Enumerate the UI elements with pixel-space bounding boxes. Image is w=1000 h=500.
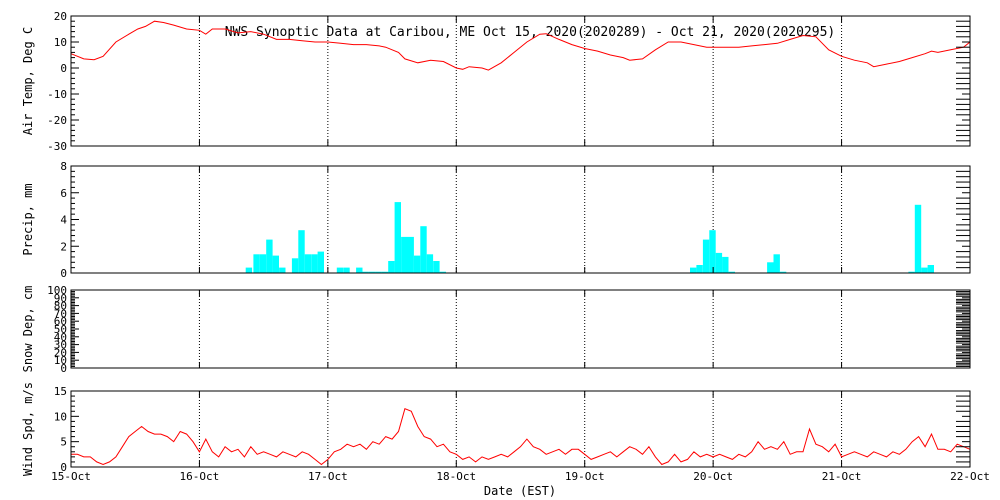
x-tick-label: 17-Oct xyxy=(308,470,348,483)
precip-bar xyxy=(722,256,729,273)
x-tick-label: 21-Oct xyxy=(822,470,862,483)
y-tick-label: -10 xyxy=(47,88,67,101)
y-tick-label: 10 xyxy=(54,410,67,423)
x-tick-label: 20-Oct xyxy=(693,470,733,483)
precip-bar xyxy=(779,271,787,273)
y-tick-label: -30 xyxy=(47,140,67,153)
wind-speed-line xyxy=(71,408,971,466)
x-tick-label: 18-Oct xyxy=(436,470,476,483)
precip-bar xyxy=(773,254,780,273)
precip-bar xyxy=(272,255,279,273)
precip-bar xyxy=(696,265,703,273)
y-tick-label: 15 xyxy=(54,385,67,398)
x-tick-label: 15-Oct xyxy=(51,470,91,483)
y-tick-label: 8 xyxy=(60,160,67,173)
precip-bar xyxy=(401,236,408,273)
y-tick-label: 100 xyxy=(47,284,67,297)
precip-bar xyxy=(426,254,434,273)
precip-bar xyxy=(245,267,253,273)
precip-bar xyxy=(266,239,273,273)
precip-bar xyxy=(690,267,697,273)
air-temp-line xyxy=(70,20,971,71)
y-tick-label: 10 xyxy=(54,36,67,49)
panel-precip: 0 2 4 6 8 Precip, mm xyxy=(21,160,971,280)
y-tick-label: 0 xyxy=(60,62,67,75)
y-tick-label: 70 xyxy=(54,307,67,320)
precip-bar xyxy=(298,230,305,273)
precip-bar xyxy=(728,271,735,273)
y-tick-label: 20 xyxy=(54,346,67,359)
y-tick-label: 5 xyxy=(60,436,67,449)
panel-wind-speed: 0 5 10 15 Wind Spd, m/s xyxy=(21,382,971,476)
precip-bar xyxy=(362,271,369,273)
precip-bar xyxy=(259,254,267,273)
y-tick-label: 90 xyxy=(54,292,67,305)
precip-bar xyxy=(767,262,774,273)
precip-bar xyxy=(927,265,934,273)
x-tick-label: 22-Oct xyxy=(950,470,990,483)
y-tick-label: 10 xyxy=(54,354,67,367)
plot-frame xyxy=(70,165,971,274)
precip-bar xyxy=(702,239,710,273)
y-tick-label: 0 xyxy=(60,362,67,375)
y-tick-label: 6 xyxy=(60,187,67,200)
precip-bar xyxy=(394,202,401,273)
y-tick-label: 40 xyxy=(54,331,67,344)
plot-frame xyxy=(70,15,971,147)
plot-frame xyxy=(70,289,971,369)
precip-bar xyxy=(921,267,928,273)
precip-bar xyxy=(311,254,318,273)
precip-bar xyxy=(433,261,440,273)
y-tick-label: 20 xyxy=(54,10,67,23)
precip-bar xyxy=(356,267,363,273)
precip-bar xyxy=(279,267,286,273)
panel-air-temp: -30 -20 -10 0 10 20 Air Temp, Deg C xyxy=(21,10,971,153)
precip-bar xyxy=(253,254,260,273)
precip-bar xyxy=(908,271,915,273)
y-axis-title: Air Temp, Deg C xyxy=(21,27,35,135)
y-axis-title: Precip, mm xyxy=(21,183,35,255)
precip-bar xyxy=(420,226,427,273)
precip-bar xyxy=(369,271,376,273)
precip-bar xyxy=(413,255,421,273)
y-tick-label: 50 xyxy=(54,323,67,336)
y-tick-label: 2 xyxy=(60,240,67,253)
precip-bar xyxy=(375,271,382,273)
chart-title: NWS Synoptic Data at Caribou, ME Oct 15,… xyxy=(225,25,835,40)
precip-bar xyxy=(291,258,299,273)
precip-bar xyxy=(304,254,312,273)
y-tick-label: 0 xyxy=(60,267,67,280)
precip-bar xyxy=(388,261,395,273)
y-tick-label: -20 xyxy=(47,114,67,127)
y-axis-title: Snow Dep, cm xyxy=(21,286,35,373)
plot-frame xyxy=(70,390,971,468)
x-tick-label: 16-Oct xyxy=(180,470,220,483)
precip-bar xyxy=(317,251,324,273)
precip-bar xyxy=(715,252,723,273)
y-axis-title: Wind Spd, m/s xyxy=(21,382,35,476)
precip-bar xyxy=(381,271,389,273)
y-tick-label: 0 xyxy=(60,461,67,474)
y-tick-label: 80 xyxy=(54,300,67,313)
precip-bar xyxy=(709,230,716,273)
x-tick-label: 19-Oct xyxy=(565,470,605,483)
y-tick-label: 60 xyxy=(54,315,67,328)
precip-bar xyxy=(914,204,922,273)
precip-bar xyxy=(343,267,350,273)
precip-bar xyxy=(336,267,344,273)
precip-bar xyxy=(407,236,414,273)
x-axis-title: Date (EST) xyxy=(484,484,556,498)
y-tick-label: 4 xyxy=(60,214,67,227)
y-tick-label: 30 xyxy=(54,339,67,352)
precip-bar xyxy=(439,271,446,273)
